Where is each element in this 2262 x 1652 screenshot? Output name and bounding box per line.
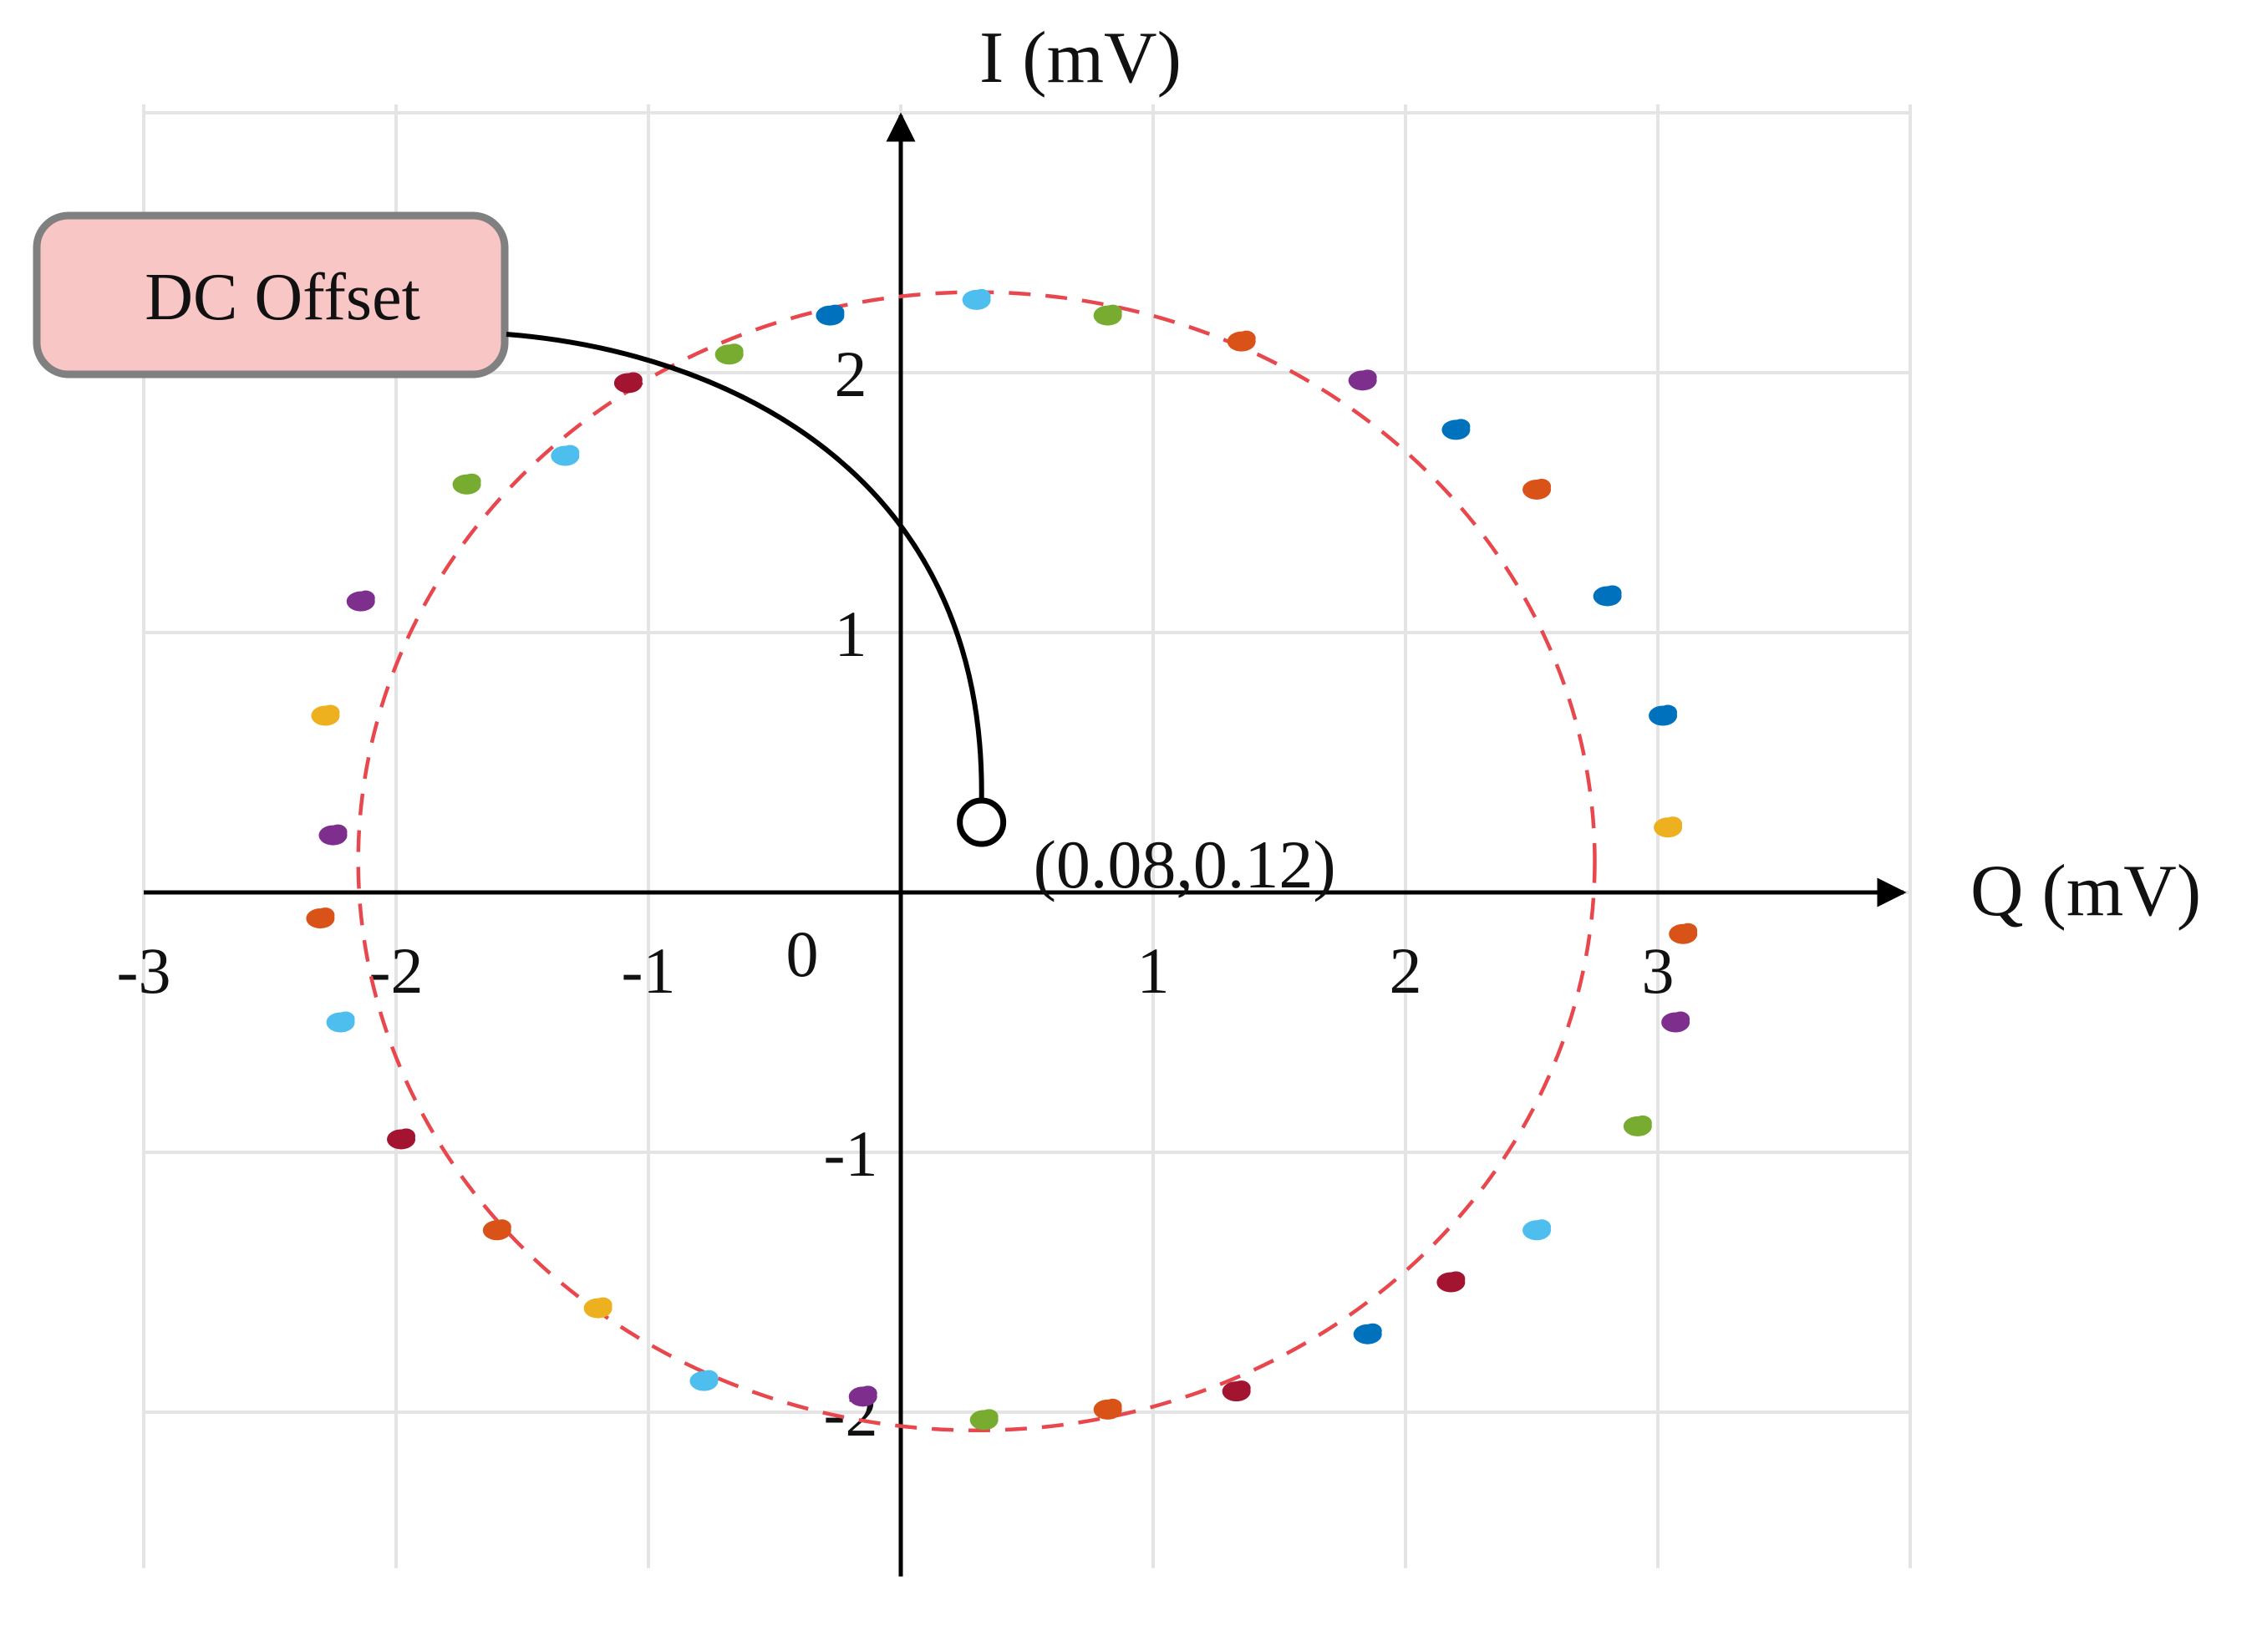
dc-offset-value: (0.08,0.12) [1034, 826, 1336, 902]
data-point [326, 1011, 355, 1033]
data-point [306, 907, 335, 929]
x-axis-label: Q (mV) [1970, 851, 2201, 932]
x-tick-label: -2 [369, 934, 424, 1007]
data-point [1093, 1398, 1122, 1420]
data-point [1661, 1011, 1690, 1033]
callout-box [33, 211, 509, 379]
x-tick-label: -1 [622, 934, 676, 1007]
data-point [1522, 1219, 1552, 1241]
data-point [1353, 1323, 1382, 1344]
data-point [1348, 369, 1377, 391]
axes [144, 112, 1907, 1577]
data-points [306, 288, 1698, 1431]
data-point [689, 1370, 719, 1391]
data-point [1623, 1115, 1652, 1136]
y-axis-label: I (mV) [979, 18, 1182, 99]
data-point [311, 704, 340, 726]
data-point [1654, 816, 1683, 838]
data-point [346, 590, 375, 612]
data-point [583, 1297, 613, 1319]
data-point [962, 288, 991, 310]
data-point [1093, 304, 1122, 326]
data-point [969, 1409, 999, 1431]
x-tick-label: 2 [1390, 934, 1422, 1007]
data-point [551, 445, 580, 466]
callout-connector [506, 332, 984, 800]
data-point [1436, 1271, 1466, 1293]
data-point [1649, 704, 1678, 726]
dc-offset-marker [957, 797, 1007, 847]
y-tick-label: -1 [824, 1117, 878, 1190]
data-point [816, 304, 845, 326]
data-point [318, 824, 348, 846]
data-point [387, 1128, 416, 1150]
y-tick-label: 1 [835, 597, 867, 670]
data-point [1222, 1380, 1251, 1402]
data-point [1669, 923, 1698, 944]
fitted-circle [356, 290, 1597, 1433]
callout-label: DC Offset [145, 261, 420, 334]
dc-offset-callout: DC Offset (0.08,0.12) [33, 211, 1336, 902]
origin-label: 0 [786, 917, 819, 990]
data-point [1522, 478, 1552, 500]
y-tick-label: 2 [835, 338, 867, 410]
data-point [714, 343, 744, 365]
data-point [613, 372, 643, 394]
data-point [1227, 330, 1256, 352]
x-tick-label: -3 [117, 934, 171, 1007]
data-point [848, 1385, 877, 1407]
data-point [1441, 419, 1471, 440]
x-tick-label: 1 [1137, 934, 1170, 1007]
data-point [452, 473, 481, 495]
data-point [1593, 585, 1622, 607]
x-tick-label: 3 [1642, 934, 1675, 1007]
data-point [482, 1219, 511, 1241]
